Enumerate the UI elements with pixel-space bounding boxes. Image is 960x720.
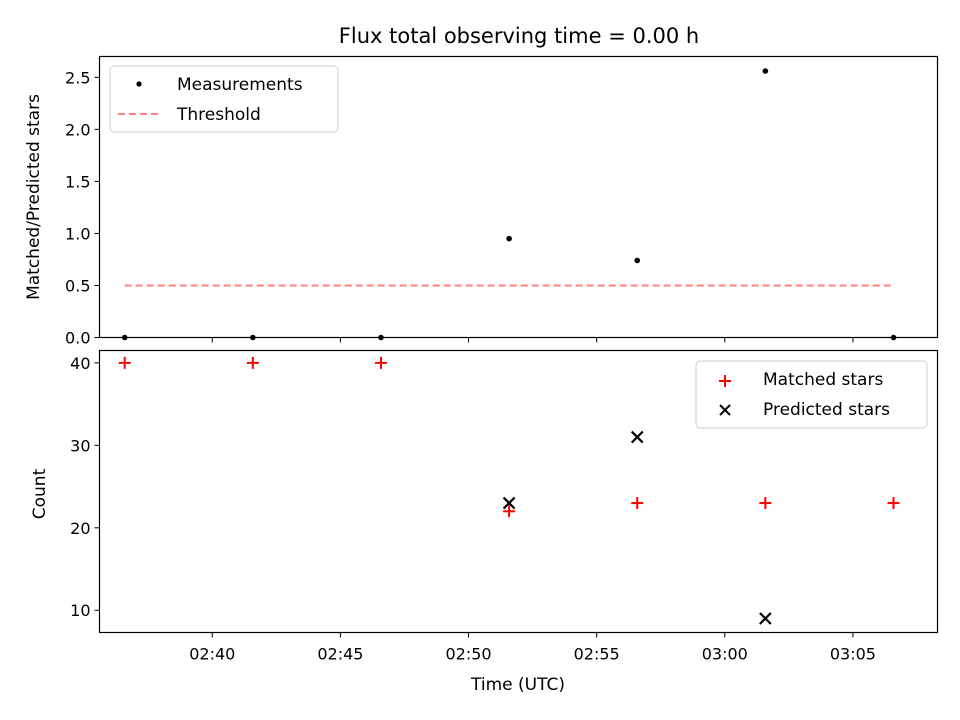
measurement-point [762,68,769,74]
y-tick-label: 30 [70,436,90,455]
bottom-y-ticks: 10 20 30 40 [70,354,100,620]
bottom-legend-frame [695,360,928,429]
x-tick-label: 02:40 [189,645,235,664]
top-axes-frame [98,55,939,339]
figure-title: Flux total observing time = 0.00 h [339,24,699,48]
top-legend-frame [109,65,339,133]
legend-threshold-label: Threshold [176,105,261,125]
y-tick-label: 0.5 [65,276,90,295]
top-y-axis-label: Matched/Predicted stars [24,94,44,300]
predicted-stars-point [759,612,772,625]
matched-stars-point [503,505,516,518]
legend-measurements-label: Measurements [177,75,303,95]
matched-stars-point [246,356,259,369]
measurement-point [506,235,512,242]
top-y-ticks: 0.0 0.5 1.0 1.5 2.0 2.5 [65,68,100,348]
y-tick-label: 1.0 [65,224,90,243]
matched-stars-point [631,497,644,510]
matched-stars-point [759,497,772,510]
bottom-axes-frame [98,349,939,634]
y-tick-label: 1.5 [65,172,90,191]
bottom-plot-marks [118,356,900,625]
y-tick-label: 2.0 [65,120,90,139]
legend-matched-marker [719,375,731,387]
predicted-stars-point [502,496,516,510]
top-x-ticks [211,337,854,343]
legend-matched-label: Matched stars [763,370,883,390]
bottom-x-ticks: 02:40 02:45 02:50 02:55 03:00 03:05 [189,632,876,664]
y-tick-label: 2.5 [65,68,90,87]
measurement-point [634,257,641,264]
bottom-y-axis-label: Count [30,468,50,519]
y-tick-label: 10 [70,601,90,620]
x-tick-label: 02:50 [445,645,491,664]
matched-stars-point [118,356,131,369]
legend-predicted-label: Predicted stars [763,400,890,420]
x-tick-label: 02:55 [574,645,620,664]
top-legend: Measurements Threshold [109,65,339,133]
bottom-legend: Matched stars Predicted stars [695,360,928,429]
y-tick-label: 40 [70,354,90,373]
matched-stars-point [887,497,900,510]
x-tick-label: 03:00 [702,645,748,664]
legend-predicted-marker [719,404,731,416]
predicted-stars-point [630,430,644,444]
matched-stars-point [374,356,387,369]
y-tick-label: 20 [70,519,90,538]
y-tick-label: 0.0 [65,329,90,348]
legend-measurements-marker [136,81,142,87]
x-tick-label: 02:45 [317,645,363,664]
x-axis-label: Time (UTC) [470,675,565,695]
top-axes: 0.0 0.5 1.0 1.5 2.0 2.5 Matched/Predicted sta… [24,55,939,348]
x-tick-label: 03:05 [830,645,876,664]
